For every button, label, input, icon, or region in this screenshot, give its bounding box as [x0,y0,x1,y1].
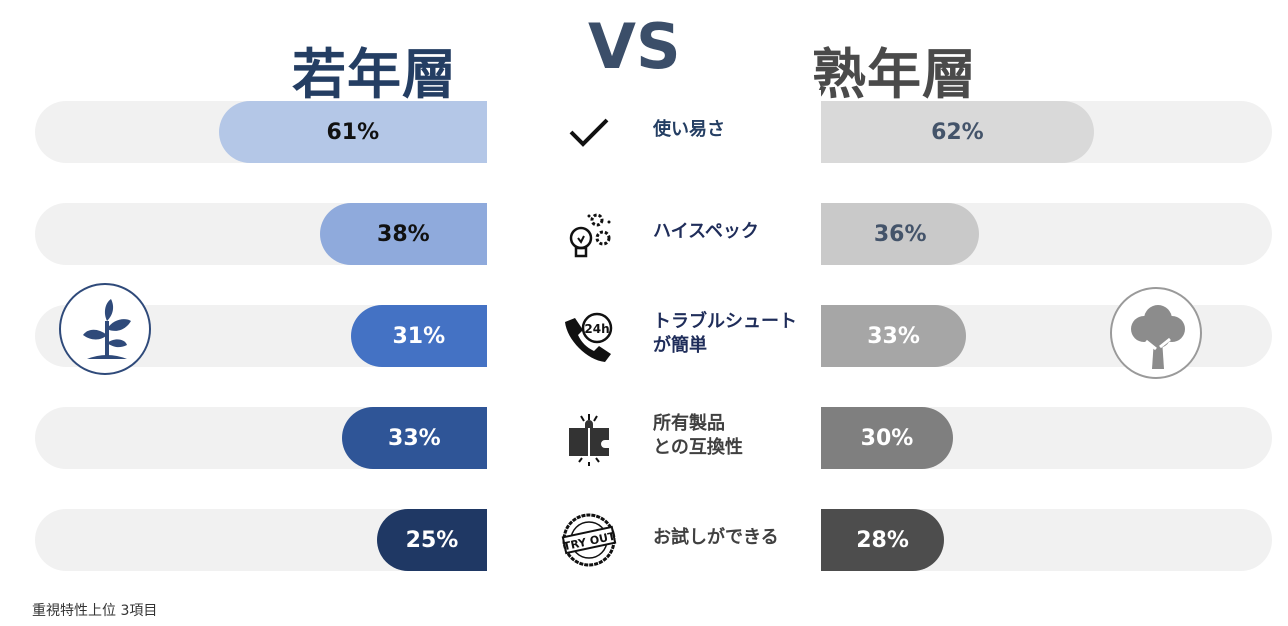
checkmark-icon [561,104,617,160]
data-label-senior: 36% [873,221,927,247]
bar-senior: 36% [821,203,980,265]
category-label: トラブルシュート が簡単 [653,311,797,356]
data-label-senior: 30% [860,425,914,451]
bar-senior: 30% [821,407,953,469]
sprout-icon [59,283,151,375]
try-out-stamp-icon: TRY OUT [561,512,617,568]
data-label-young: 31% [392,323,446,349]
data-label-young: 33% [388,425,441,451]
category-label: 使い易さ [653,119,725,140]
data-label-young: 38% [377,221,430,247]
bar-young: 61% [218,101,487,163]
bar-senior: 33% [821,305,967,367]
bar-young: 31% [350,305,487,367]
bar-young: 33% [341,407,487,469]
category-label: 所有製品 との互換性 [653,413,743,458]
tree-icon [1110,287,1202,379]
data-label-senior: 62% [931,119,984,145]
title-young: 若年層 [292,43,457,106]
puzzle-icon [561,410,617,466]
title-senior: 熟年層 [812,43,977,106]
bar-senior: 62% [821,101,1094,163]
data-label-senior: 33% [867,323,920,349]
data-label-young: 25% [405,527,459,553]
svg-text:24h: 24h [584,322,609,336]
lightbulb-gears-icon [561,206,617,262]
footnote: 重視特性上位 3項目 [32,603,158,619]
category-label: ハイスペック [653,221,759,242]
bar-young: 38% [319,203,487,265]
bar-young: 25% [377,509,487,571]
data-label-senior: 28% [856,527,909,553]
data-label-young: 61% [326,119,380,145]
bar-senior: 28% [821,509,945,571]
category-label: お試しができる [653,527,779,548]
center-panel [487,90,821,590]
title-vs: VS [588,10,681,83]
phone-24h-icon: 24h [561,308,617,364]
